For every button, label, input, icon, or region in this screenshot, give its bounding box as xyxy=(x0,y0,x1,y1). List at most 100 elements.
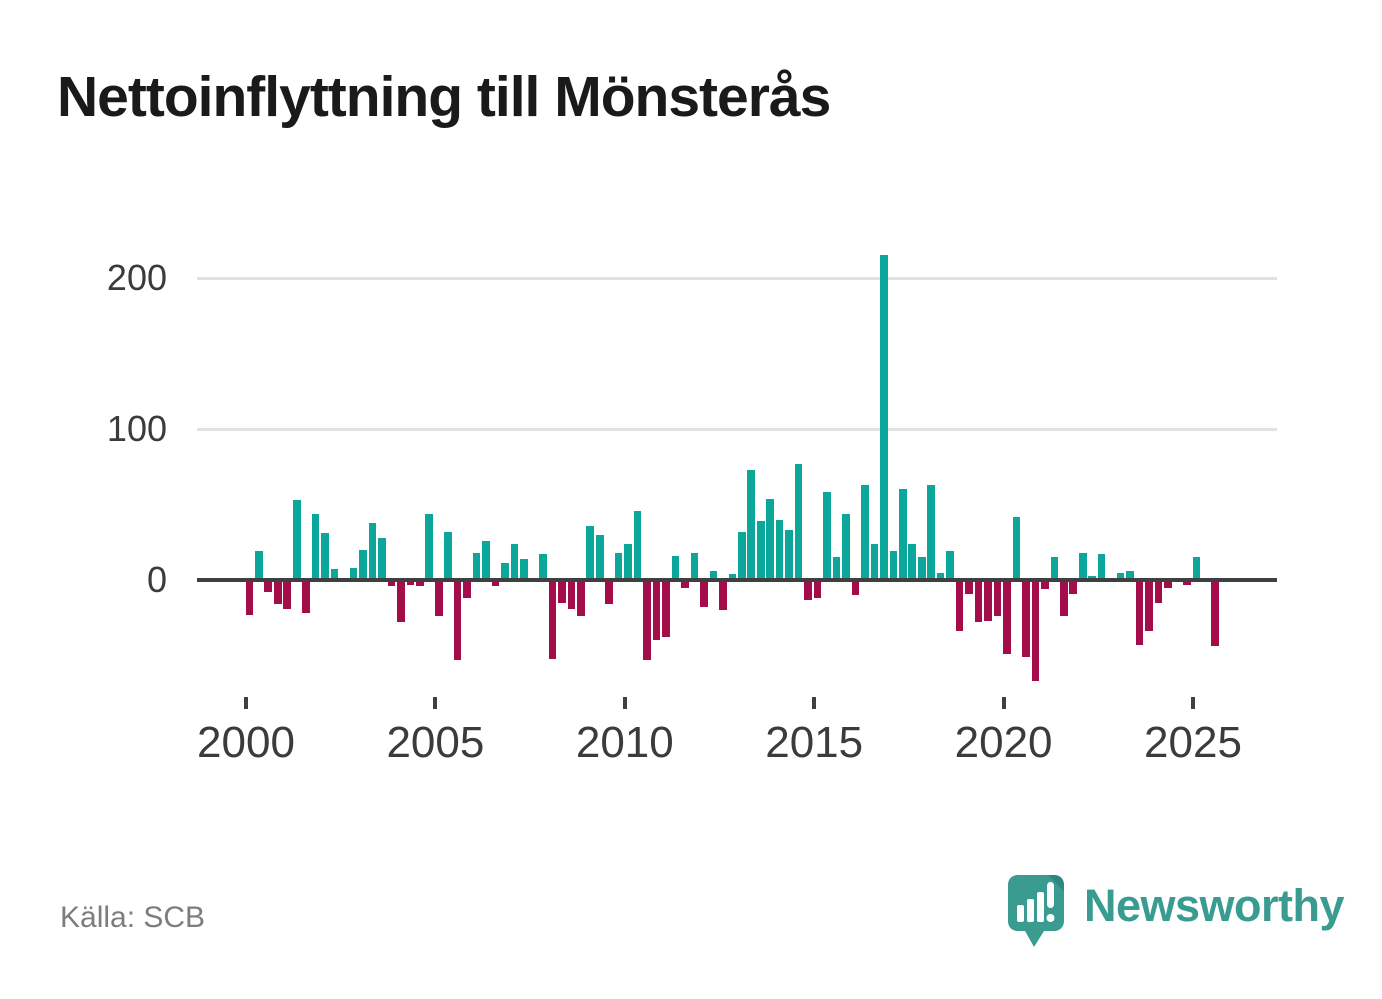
bar-2015-q4 xyxy=(842,513,850,580)
bar-2023-q3 xyxy=(1135,580,1144,645)
bar-2019-q1 xyxy=(965,580,973,594)
bar-2009-q2 xyxy=(595,534,604,580)
source-label: Källa: SCB xyxy=(60,901,206,934)
bar-2012-q2 xyxy=(709,570,718,580)
bar-2001-q3 xyxy=(302,580,310,614)
bar-2005-q4 xyxy=(463,580,471,599)
bar-2025-q1 xyxy=(1192,557,1201,580)
gridline-200 xyxy=(197,276,1277,280)
bar-2018-q2 xyxy=(936,572,945,580)
bar-2010-q2 xyxy=(633,510,642,580)
bar-2011-q2 xyxy=(671,555,680,580)
bar-2014-q1 xyxy=(775,519,784,580)
bar-2015-q2 xyxy=(823,492,831,580)
bar-2009-q4 xyxy=(614,552,623,580)
x-tick-2005 xyxy=(433,697,438,709)
bar-2010-q3 xyxy=(643,580,651,660)
bar-2021-q1 xyxy=(1041,580,1049,590)
newsworthy-logo-text: Newsworthy xyxy=(1084,880,1345,931)
bar-2008-q2 xyxy=(558,580,566,603)
gridline-100 xyxy=(197,427,1277,431)
bar-2001-q4 xyxy=(311,513,320,580)
x-tick-label-2015: 2015 xyxy=(765,718,864,767)
bar-2013-q2 xyxy=(747,469,756,580)
bar-2000-q1 xyxy=(245,580,254,615)
bar-2021-q4 xyxy=(1069,580,1078,594)
y-tick-label-0: 0 xyxy=(146,559,167,600)
bar-2005-q3 xyxy=(453,580,462,660)
bar-2019-q2 xyxy=(974,580,983,623)
newsworthy-logo: Newsworthy xyxy=(1008,875,1345,951)
bar-2013-q4 xyxy=(766,498,775,580)
bar-2019-q4 xyxy=(993,580,1002,617)
bar-2022-q3 xyxy=(1097,554,1106,580)
x-tick-label-2020: 2020 xyxy=(954,718,1053,767)
bar-2017-q4 xyxy=(917,557,926,580)
bar-2025-q3 xyxy=(1211,580,1220,647)
speech-bubble-chart-icon xyxy=(1008,875,1064,947)
bar-2016-q1 xyxy=(851,580,860,596)
bar-2000-q2 xyxy=(255,551,263,580)
bar-2014-q2 xyxy=(785,530,793,580)
bar-2020-q1 xyxy=(1003,580,1011,654)
bar-2016-q4 xyxy=(880,255,888,580)
bar-2002-q1 xyxy=(321,533,329,580)
bar-2008-q1 xyxy=(548,580,557,659)
bar-2024-q1 xyxy=(1154,580,1163,603)
x-tick-label-2005: 2005 xyxy=(386,718,485,767)
x-tick-2025 xyxy=(1191,697,1195,709)
bar-2024-q4 xyxy=(1183,580,1191,585)
bar-2011-q4 xyxy=(690,552,699,580)
y-tick-label-200: 200 xyxy=(106,257,167,298)
x-tick-2015 xyxy=(812,697,817,709)
bar-2016-q2 xyxy=(861,484,869,580)
bar-2012-q1 xyxy=(700,580,708,608)
bar-2012-q3 xyxy=(719,580,727,611)
bar-2023-q2 xyxy=(1126,570,1134,580)
bar-2004-q4 xyxy=(425,513,434,580)
bar-2017-q2 xyxy=(898,489,907,580)
bar-2008-q3 xyxy=(567,580,576,609)
bar-2018-q3 xyxy=(946,551,954,580)
x-tick-label-2000: 2000 xyxy=(197,718,295,767)
bar-2004-q2 xyxy=(406,580,415,585)
bar-2007-q4 xyxy=(539,554,547,580)
bar-2020-q4 xyxy=(1031,580,1040,682)
x-tick-2020 xyxy=(1001,697,1006,709)
bar-2020-q2 xyxy=(1012,516,1021,580)
bar-2019-q3 xyxy=(984,580,992,621)
bar-2015-q3 xyxy=(832,557,841,580)
bar-2008-q4 xyxy=(577,580,585,617)
bar-2023-q4 xyxy=(1145,580,1153,632)
bar-2017-q3 xyxy=(908,543,917,580)
bar-2007-q2 xyxy=(520,558,528,580)
bar-2006-q1 xyxy=(472,552,481,580)
bar-2000-q3 xyxy=(264,580,273,593)
bar-2024-q2 xyxy=(1164,580,1172,588)
bar-2001-q2 xyxy=(292,500,301,580)
x-tick-label-2025: 2025 xyxy=(1144,718,1242,767)
bar-2005-q1 xyxy=(434,580,443,617)
bar-2006-q3 xyxy=(491,580,500,586)
bar-2011-q1 xyxy=(662,580,670,638)
bar-2004-q3 xyxy=(416,580,424,586)
bar-2010-q4 xyxy=(652,580,661,641)
bar-2014-q3 xyxy=(794,463,803,580)
bar-2004-q1 xyxy=(397,580,405,623)
bar-2006-q4 xyxy=(501,563,509,580)
bar-2013-q1 xyxy=(737,531,746,580)
bar-2010-q1 xyxy=(624,543,632,580)
bar-2011-q3 xyxy=(681,580,689,588)
bar-2012-q4 xyxy=(728,574,737,580)
y-tick-label-100: 100 xyxy=(106,408,167,449)
bar-2003-q1 xyxy=(359,549,367,580)
x-tick-2000 xyxy=(244,697,248,709)
bar-2003-q2 xyxy=(368,522,377,580)
bar-2009-q1 xyxy=(586,525,595,580)
x-tick-2010 xyxy=(622,697,627,709)
bar-2018-q1 xyxy=(927,484,935,580)
bar-2000-q4 xyxy=(273,580,282,605)
bar-2005-q2 xyxy=(444,531,453,580)
